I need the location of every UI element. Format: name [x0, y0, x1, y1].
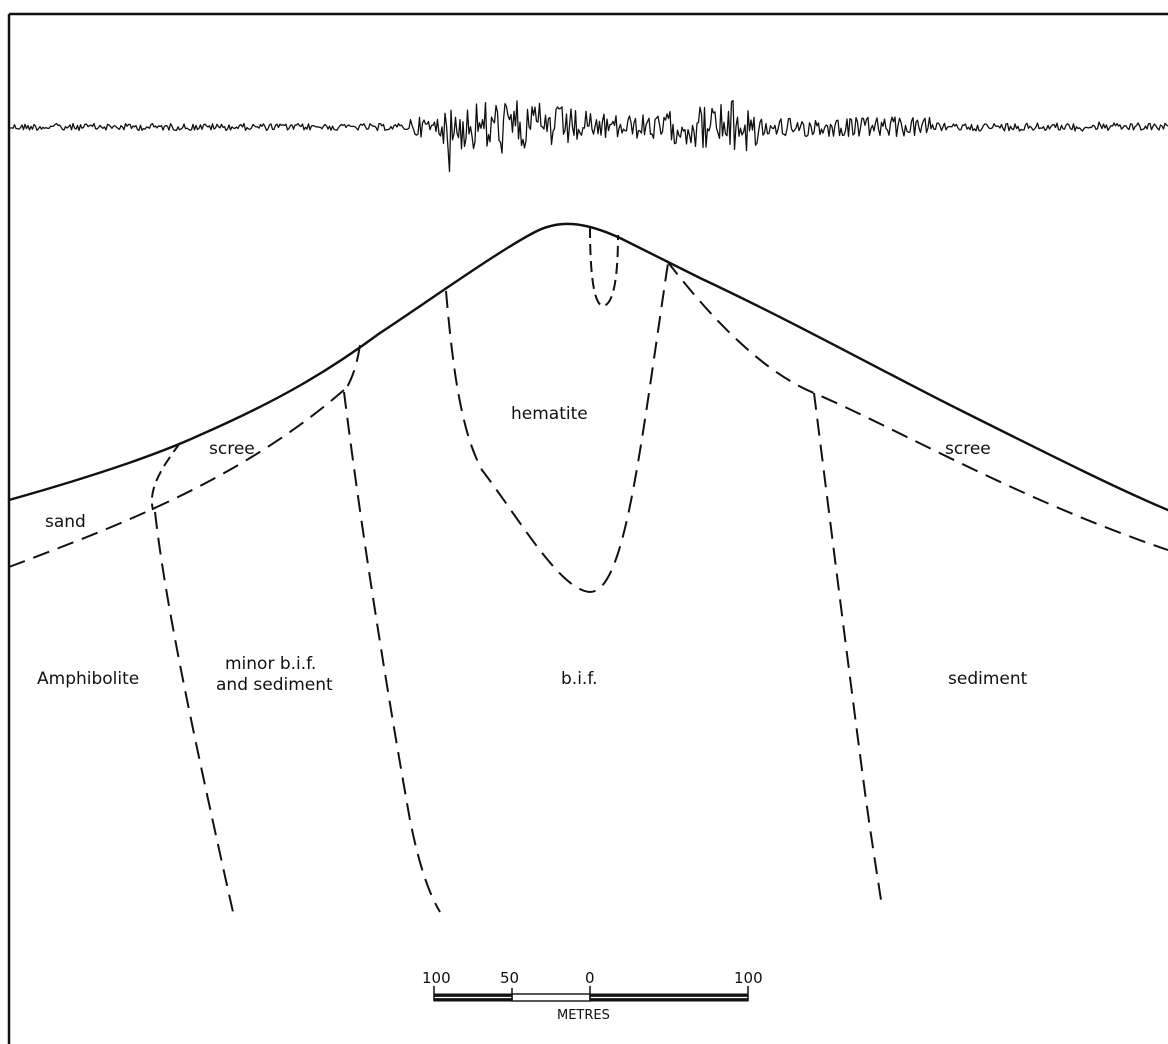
label-minor-bif: minor b.i.f.: [225, 654, 316, 674]
sand-scree-contact: [150, 442, 181, 511]
amphibolite-contact: [154, 511, 234, 913]
label-scree-left: scree: [209, 439, 255, 459]
label-bif: b.i.f.: [561, 669, 597, 689]
figure-frame: [7, 12, 1168, 1044]
geophysical-profile-trace: [8, 99, 1168, 173]
label-sand: sand: [45, 512, 86, 532]
scale-tick-label: 0: [585, 969, 595, 987]
cover-base-contact-left: [8, 389, 345, 568]
minor-bif-contact-upper: [343, 344, 361, 393]
scale-tick-label: 50: [500, 969, 519, 987]
label-and-sediment: and sediment: [216, 675, 333, 695]
label-amphibolite: Amphibolite: [37, 669, 139, 689]
minor-bif-contact: [343, 391, 441, 913]
ground-surface-profile: [7, 222, 1168, 512]
scale-tick-label: 100: [422, 969, 451, 987]
hematite-body-outline: [445, 262, 669, 594]
scale-bar: 100 50 0 100 METRES: [422, 969, 763, 1023]
crest-inclusion-outline: [589, 226, 619, 308]
scale-tick-label: 100: [734, 969, 763, 987]
sediment-contact: [813, 392, 882, 901]
cover-base-contact-right: [666, 260, 1168, 551]
scale-unit-label: METRES: [557, 1008, 610, 1023]
scale-bar-segment-2: [511, 993, 591, 1002]
label-scree-right: scree: [945, 439, 991, 459]
label-hematite: hematite: [511, 404, 588, 424]
label-sediment: sediment: [948, 669, 1028, 689]
